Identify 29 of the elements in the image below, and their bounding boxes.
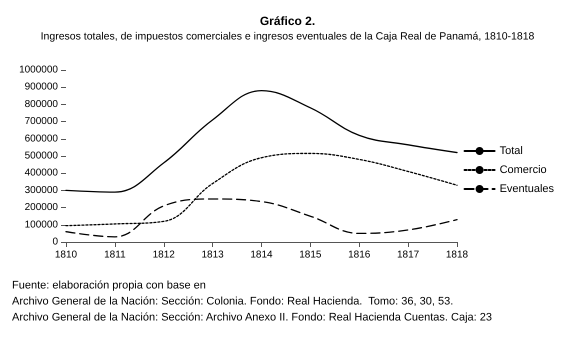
x-tick-label: 1811	[104, 250, 126, 260]
text: Archivo General de la Nación: Sección: Colonia. Fondo: Real Hacienda. Tomo: 36, 30, 53.	[12, 296, 454, 308]
y-tick-label: 100000	[24, 219, 58, 230]
y-tick-label: 0	[52, 236, 58, 248]
x-tick-label: 1813	[202, 250, 224, 260]
legend-label: Total	[500, 145, 523, 157]
x-tick-label: 1818	[446, 250, 469, 260]
y-tick-label: 800000	[24, 98, 58, 110]
y-tick-label: 600000	[24, 133, 58, 144]
x-tick-label: 1816	[348, 250, 371, 260]
chart-subtitle: Ingresos totales, de impuestos comerciales e ingresos eventuales de la Caja Real de Panamá, 1810-1818	[40, 30, 535, 42]
source-note: Fuente: elaboración propia con base en	[12, 280, 206, 292]
legend-label: Eventuales	[500, 183, 554, 195]
y-tick-label: 200000	[24, 202, 58, 214]
legend-label: Comercio	[500, 164, 547, 176]
y-tick-label: 900000	[24, 82, 58, 93]
line-series	[65, 90, 458, 193]
text: Archivo General de la Nación: Sección: Archivo Anexo II. Fondo: Real Hacienda Cuentas. Caja: 23	[12, 312, 492, 324]
y-tick-label: 700000	[24, 116, 58, 128]
y-tick-label: 1000000	[19, 64, 58, 76]
y-tick-label: 500000	[24, 150, 58, 162]
y-tick-label: 400000	[24, 168, 58, 179]
x-tick-label: 1810	[54, 250, 78, 260]
x-tick-label: 1814	[250, 250, 274, 260]
x-tick-label: 1817	[397, 250, 420, 260]
x-tick-label: 1815	[299, 250, 322, 260]
x-tick-label: 1812	[152, 250, 176, 260]
y-tick-label: 300000	[24, 184, 58, 196]
chart-title: Gráfico 2.	[260, 14, 316, 28]
